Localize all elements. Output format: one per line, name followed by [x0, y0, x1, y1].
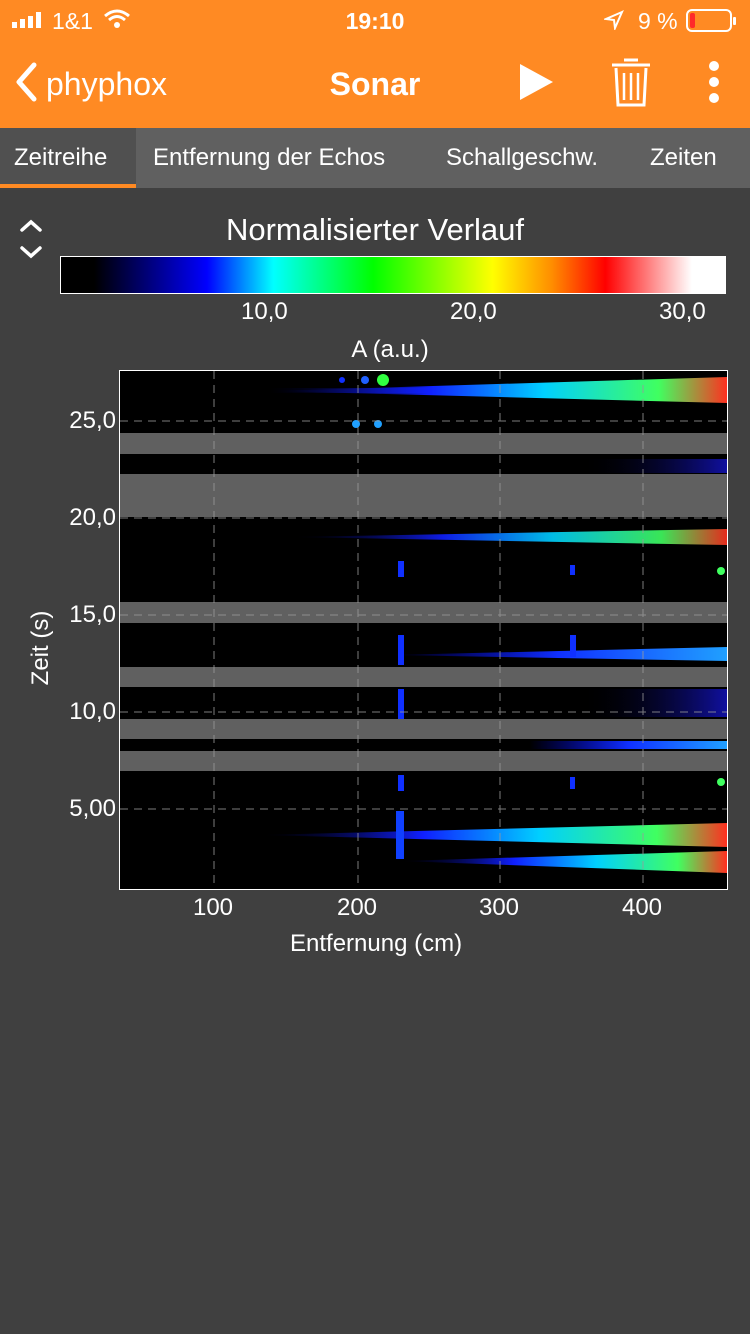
- delete-button[interactable]: [606, 56, 656, 112]
- tab-label: Zeiten: [650, 144, 717, 171]
- expand-collapse-toggle[interactable]: [18, 218, 44, 260]
- battery-percent: 9 %: [638, 8, 678, 34]
- y-tick-label: 10,0: [69, 698, 116, 725]
- x-axis-label: Entfernung (cm): [290, 930, 463, 957]
- colorbar-tick: 30,0: [659, 298, 706, 325]
- x-tick-label: 100: [192, 894, 234, 921]
- tab-label: Zeitreihe: [14, 144, 108, 171]
- signal-icon: [12, 12, 48, 33]
- battery-icon: [686, 9, 738, 38]
- heatmap-canvas: [120, 371, 727, 889]
- tab-label: Entfernung der Echos: [153, 144, 386, 171]
- tab-zeiten[interactable]: Zeiten: [650, 128, 717, 188]
- chevron-left-icon: [14, 62, 38, 107]
- back-label: phyphox: [46, 65, 167, 102]
- tab-entfernung-der-echos[interactable]: Entfernung der Echos: [153, 128, 385, 188]
- location-icon: [602, 10, 624, 35]
- tab-schallgeschw[interactable]: Schallgeschw.: [446, 128, 598, 188]
- x-tick-label: 400: [621, 894, 663, 921]
- trash-icon: [610, 56, 652, 113]
- play-button[interactable]: [512, 56, 560, 112]
- y-tick-label: 15,0: [69, 601, 116, 628]
- carrier-label: 1&1: [52, 8, 93, 34]
- colorbar-tick: 20,0: [450, 298, 497, 325]
- back-button[interactable]: phyphox: [14, 62, 167, 106]
- y-axis-label: Zeit (s): [27, 610, 54, 686]
- y-tick-label: 25,0: [69, 407, 116, 434]
- tab-bar: Zeitreihe Entfernung der Echos Schallges…: [0, 128, 750, 188]
- navigation-bar: phyphox Sonar: [0, 40, 750, 128]
- y-tick-label: 20,0: [69, 504, 116, 531]
- tab-label: Schallgeschw.: [446, 144, 599, 171]
- active-tab-indicator: [0, 184, 136, 188]
- wifi-icon: [104, 9, 130, 34]
- heatmap-plot[interactable]: [119, 370, 728, 890]
- colorbar: [60, 256, 726, 294]
- clock: 19:10: [345, 8, 405, 34]
- chevron-up-down-icon: [18, 219, 44, 264]
- x-tick-label: 200: [336, 894, 378, 921]
- graph-title: Normalisierter Verlauf: [225, 212, 525, 247]
- play-icon: [517, 62, 555, 107]
- more-menu-button[interactable]: [694, 56, 734, 112]
- more-icon: [708, 60, 720, 109]
- x-tick-label: 300: [478, 894, 520, 921]
- y-tick-label: 5,00: [69, 795, 116, 822]
- status-bar: 1&1 19:10 9 %: [0, 0, 750, 40]
- colorbar-tick: 10,0: [241, 298, 288, 325]
- colorbar-label: A (a.u.): [351, 336, 429, 363]
- tab-zeitreihe[interactable]: Zeitreihe: [0, 128, 136, 188]
